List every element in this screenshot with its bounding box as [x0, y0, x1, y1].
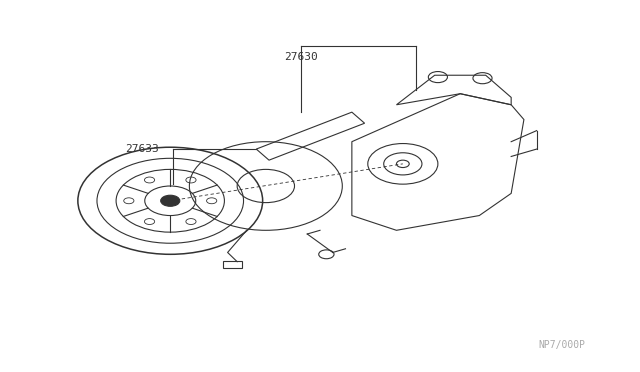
Circle shape: [161, 195, 180, 206]
Text: NP7/000P: NP7/000P: [539, 340, 586, 350]
Text: 27630: 27630: [284, 52, 317, 62]
Text: 27633: 27633: [125, 144, 159, 154]
